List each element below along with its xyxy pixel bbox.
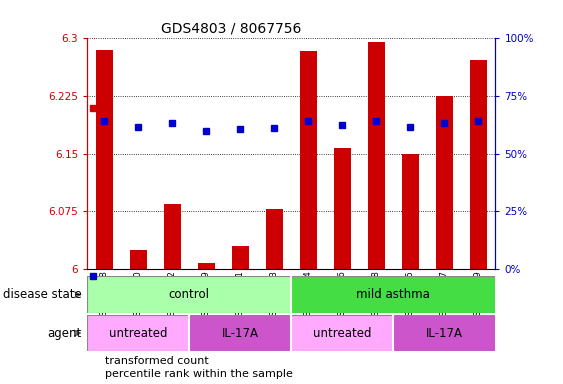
Bar: [266, 209, 283, 269]
Bar: [198, 263, 215, 269]
Text: GDS4803 / 8067756: GDS4803 / 8067756: [161, 22, 301, 36]
Bar: [470, 60, 487, 269]
Bar: [130, 250, 147, 269]
Bar: [96, 50, 113, 269]
Bar: [368, 42, 385, 269]
Bar: [87, 315, 189, 351]
Text: untreated: untreated: [109, 327, 168, 339]
Bar: [300, 51, 317, 269]
Text: disease state: disease state: [3, 288, 82, 301]
Text: agent: agent: [47, 327, 82, 339]
Bar: [164, 204, 181, 269]
Bar: [292, 315, 394, 351]
Bar: [292, 276, 495, 313]
Bar: [394, 315, 495, 351]
Bar: [87, 276, 292, 313]
Text: IL-17A: IL-17A: [222, 327, 259, 339]
Bar: [436, 96, 453, 269]
Text: IL-17A: IL-17A: [426, 327, 463, 339]
Text: percentile rank within the sample: percentile rank within the sample: [105, 369, 293, 379]
Text: control: control: [169, 288, 210, 301]
Text: untreated: untreated: [313, 327, 372, 339]
Bar: [402, 154, 419, 269]
Bar: [334, 148, 351, 269]
Bar: [232, 246, 249, 269]
Text: mild asthma: mild asthma: [356, 288, 430, 301]
Bar: [189, 315, 292, 351]
Text: transformed count: transformed count: [105, 356, 209, 366]
